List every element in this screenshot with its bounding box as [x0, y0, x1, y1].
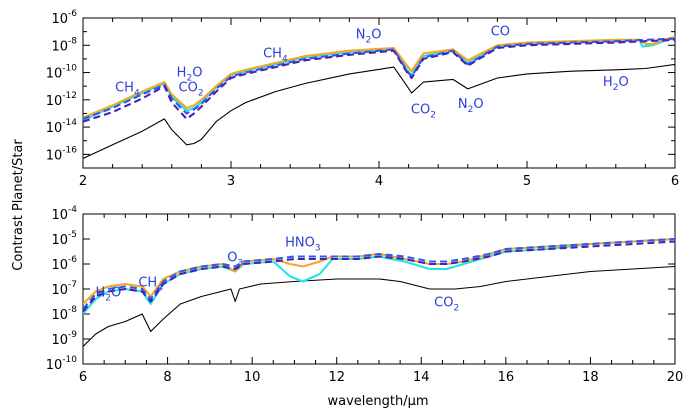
series-group — [83, 237, 675, 347]
x-tick-label: 3 — [227, 174, 235, 189]
x-tick-label: 10 — [244, 370, 261, 385]
species-label: CO2 — [179, 81, 204, 99]
species-label: HNO3 — [285, 236, 320, 254]
y-tick-label: 10-10 — [46, 355, 78, 373]
species-label: CO2 — [434, 296, 459, 314]
y-tick-label: 10-7 — [51, 280, 77, 298]
x-tick-label: 6 — [671, 174, 679, 189]
species-label: CH4 — [263, 47, 288, 65]
species-label: H2O — [603, 75, 629, 93]
series-line-blue — [83, 37, 675, 120]
x-tick-label: 20 — [667, 370, 684, 385]
species-label: CO2 — [411, 102, 436, 120]
series-line-black — [83, 265, 675, 347]
y-tick-label: 10-14 — [46, 118, 78, 136]
x-tick-label: 2 — [79, 174, 87, 189]
y-tick-label: 10-4 — [51, 205, 77, 223]
x-tick-label: 8 — [163, 370, 171, 385]
series-line-purple — [83, 240, 675, 313]
y-axis-title: Contrast Planet/Star — [11, 139, 26, 271]
x-tick-label: 14 — [413, 370, 430, 385]
x-tick-label: 12 — [328, 370, 345, 385]
plot-frame — [82, 213, 676, 365]
top-panel: 2 3 4 5 610-1610-1410-1210-1010-810-6CH4H2OC… — [46, 9, 679, 189]
series-group — [83, 36, 675, 159]
y-tick-label: 10-9 — [51, 330, 77, 348]
species-label: N2O — [458, 97, 484, 115]
y-tick-label: 10-12 — [46, 91, 77, 109]
species-label: CH4 — [115, 81, 140, 99]
y-tick-label: 10-5 — [51, 230, 77, 248]
species-label: O3 — [227, 251, 243, 269]
y-tick-label: 10-6 — [51, 9, 77, 27]
series-line-black — [83, 63, 675, 159]
y-tick-label: 10-8 — [51, 36, 77, 54]
x-tick-label: 6 — [79, 370, 87, 385]
x-axis-title: wavelength/µm — [327, 394, 428, 409]
y-tick-label: 10-6 — [51, 255, 77, 273]
x-tick-label: 5 — [523, 174, 531, 189]
x-tick-label: 18 — [582, 370, 599, 385]
series-line-blue — [83, 237, 675, 310]
x-tick-label: 4 — [375, 174, 383, 189]
y-tick-label: 10-16 — [46, 145, 78, 163]
species-label: CH4 — [138, 276, 163, 294]
y-tick-label: 10-8 — [51, 305, 77, 323]
species-label: CO — [491, 25, 510, 40]
x-tick-label: 16 — [498, 370, 515, 385]
species-label: N2O — [356, 27, 382, 45]
y-tick-label: 10-10 — [46, 64, 78, 82]
series-line-orange — [83, 36, 675, 119]
species-label: H2O — [177, 66, 203, 84]
bottom-panel: 6 8 10 12 14 16 18 20 10-10 10-9 10-8 10-7 10-6 10-5 1… — [46, 205, 684, 385]
species-label: H2O — [95, 286, 121, 304]
series-line-purple — [83, 38, 675, 123]
